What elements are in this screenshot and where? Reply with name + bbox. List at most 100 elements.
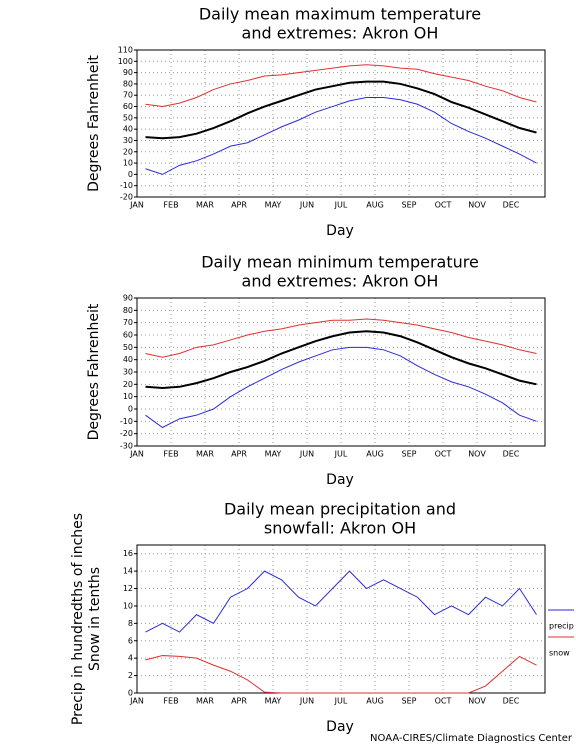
y-tick-label: 2 bbox=[128, 671, 133, 680]
x-tick-label: JUN bbox=[299, 201, 314, 210]
plot-frame bbox=[136, 544, 546, 694]
y-tick-label: 10 bbox=[123, 392, 133, 401]
x-tick-label: JAN bbox=[129, 450, 144, 459]
x-tick-label: MAY bbox=[265, 697, 282, 706]
y-tick-label: 20 bbox=[123, 380, 133, 389]
x-tick-label: SEP bbox=[402, 201, 417, 210]
x-tick-label: AUG bbox=[366, 450, 384, 459]
x-tick-label: DEC bbox=[503, 697, 520, 706]
y-tick-label: 0 bbox=[128, 689, 133, 698]
y-tick-label: 80 bbox=[123, 79, 133, 88]
series-line bbox=[145, 96, 537, 175]
legend-label: snow bbox=[549, 649, 570, 658]
y-tick-label: 60 bbox=[123, 102, 133, 111]
y-tick-label: 110 bbox=[118, 46, 133, 55]
x-tick-label: AUG bbox=[366, 201, 384, 210]
x-tick-label: OCT bbox=[435, 697, 452, 706]
y-tick-label: 70 bbox=[123, 91, 133, 100]
x-tick-label: MAR bbox=[196, 201, 214, 210]
x-tick-label: NOV bbox=[468, 201, 486, 210]
x-tick-label: JUL bbox=[334, 697, 348, 706]
x-tick-label: MAY bbox=[265, 201, 282, 210]
series-line bbox=[145, 346, 537, 429]
x-tick-label: JUL bbox=[334, 201, 348, 210]
chart-title: Daily mean maximum temperature bbox=[199, 5, 481, 24]
x-tick-label: NOV bbox=[468, 450, 486, 459]
series-line bbox=[145, 330, 537, 390]
chart-title: Daily mean minimum temperature bbox=[201, 253, 479, 272]
y-tick-label: -10 bbox=[120, 417, 133, 426]
x-tick-label: APR bbox=[231, 697, 247, 706]
y-tick-label: 40 bbox=[123, 355, 133, 364]
x-tick-label: MAR bbox=[196, 697, 214, 706]
x-tick-label: APR bbox=[231, 201, 247, 210]
y-tick-label: -20 bbox=[120, 429, 133, 438]
y-tick-label: 14 bbox=[123, 567, 133, 576]
plot-frame bbox=[136, 297, 546, 447]
x-tick-label: JUN bbox=[299, 697, 314, 706]
chart-title: Daily mean precipitation and bbox=[224, 500, 456, 519]
y-tick-label: -20 bbox=[120, 193, 133, 202]
y-tick-label: 30 bbox=[123, 136, 133, 145]
x-tick-label: FEB bbox=[163, 450, 178, 459]
y-tick-label: 50 bbox=[123, 343, 133, 352]
y-axis-label: Degrees Fahrenheit bbox=[86, 303, 102, 440]
legend-label: precip bbox=[549, 622, 574, 631]
x-tick-label: JAN bbox=[129, 697, 144, 706]
y-tick-label: 4 bbox=[128, 654, 133, 663]
y-tick-label: 30 bbox=[123, 368, 133, 377]
y-tick-label: 40 bbox=[123, 125, 133, 134]
y-tick-label: 0 bbox=[128, 405, 133, 414]
chart-title: and extremes: Akron OH bbox=[242, 272, 439, 291]
y-tick-label: 10 bbox=[123, 601, 133, 610]
x-tick-label: NOV bbox=[468, 697, 486, 706]
x-tick-label: DEC bbox=[503, 201, 520, 210]
y-tick-label: 70 bbox=[123, 318, 133, 327]
credit: NOAA-CIRES/Climate Diagnostics Center bbox=[370, 733, 573, 744]
x-axis-label: Day bbox=[326, 223, 354, 239]
series-line bbox=[145, 80, 537, 140]
x-tick-label: AUG bbox=[366, 697, 384, 706]
x-tick-label: FEB bbox=[163, 201, 178, 210]
x-tick-label: SEP bbox=[402, 697, 417, 706]
y-tick-label: 80 bbox=[123, 306, 133, 315]
chart-title: and extremes: Akron OH bbox=[242, 24, 439, 43]
x-axis-label: Day bbox=[326, 719, 354, 735]
y-tick-label: 60 bbox=[123, 331, 133, 340]
x-tick-label: SEP bbox=[402, 450, 417, 459]
x-tick-label: FEB bbox=[163, 697, 178, 706]
y-tick-label: -10 bbox=[120, 181, 133, 190]
x-tick-label: MAR bbox=[196, 450, 214, 459]
y-tick-label: 12 bbox=[123, 584, 133, 593]
y-tick-label: 20 bbox=[123, 147, 133, 156]
series-line bbox=[145, 64, 537, 108]
y-tick-label: 6 bbox=[128, 636, 133, 645]
y-tick-label: 10 bbox=[123, 159, 133, 168]
y-tick-label: 90 bbox=[123, 294, 133, 303]
y-tick-label: 100 bbox=[118, 57, 133, 66]
x-tick-label: JAN bbox=[129, 201, 144, 210]
y-tick-label: 90 bbox=[123, 68, 133, 77]
y-tick-label: 50 bbox=[123, 113, 133, 122]
y-tick-label: 16 bbox=[123, 549, 133, 558]
y-tick-label: -30 bbox=[120, 442, 133, 451]
chart-title: snowfall: Akron OH bbox=[264, 519, 416, 538]
plot-frame bbox=[136, 49, 546, 198]
series-line bbox=[145, 570, 537, 633]
x-tick-label: APR bbox=[231, 450, 247, 459]
y-axis-label: Precip in hundredths of inches bbox=[70, 513, 86, 725]
x-axis-label: Day bbox=[326, 472, 354, 488]
x-tick-label: MAY bbox=[265, 450, 282, 459]
x-tick-label: JUL bbox=[334, 450, 348, 459]
series-line bbox=[145, 318, 537, 358]
x-tick-label: OCT bbox=[435, 450, 452, 459]
y-axis-label: Degrees Fahrenheit bbox=[86, 55, 102, 192]
x-tick-label: OCT bbox=[435, 201, 452, 210]
x-tick-label: JUN bbox=[299, 450, 314, 459]
x-tick-label: DEC bbox=[503, 450, 520, 459]
y-tick-label: 0 bbox=[128, 170, 133, 179]
series-line bbox=[145, 655, 537, 694]
y-axis-label: Snow in tenths bbox=[87, 567, 103, 671]
y-tick-label: 8 bbox=[128, 619, 133, 628]
